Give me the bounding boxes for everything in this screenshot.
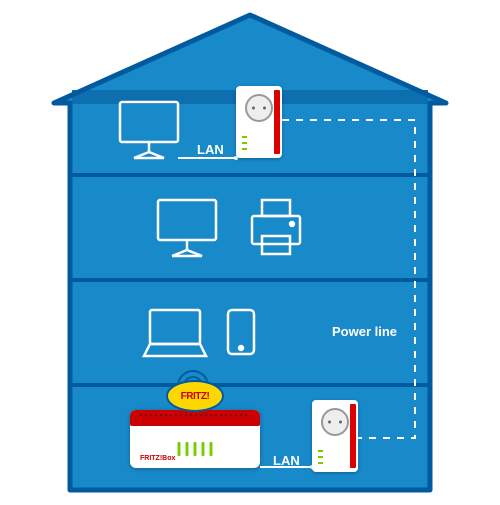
router-brand: FRITZ!Box: [140, 455, 175, 462]
powerline-adapter-bottom: [312, 400, 358, 472]
fritz-label: FRITZ!: [166, 380, 224, 412]
powerline-adapter-top: [236, 86, 282, 158]
router: FRITZ!Box: [130, 410, 260, 468]
powerline-label: Power line: [332, 324, 397, 339]
lan-label-top: LAN: [197, 142, 224, 157]
lan-label-bottom: LAN: [273, 453, 300, 468]
fritz-wifi-badge: FRITZ!: [166, 372, 220, 410]
